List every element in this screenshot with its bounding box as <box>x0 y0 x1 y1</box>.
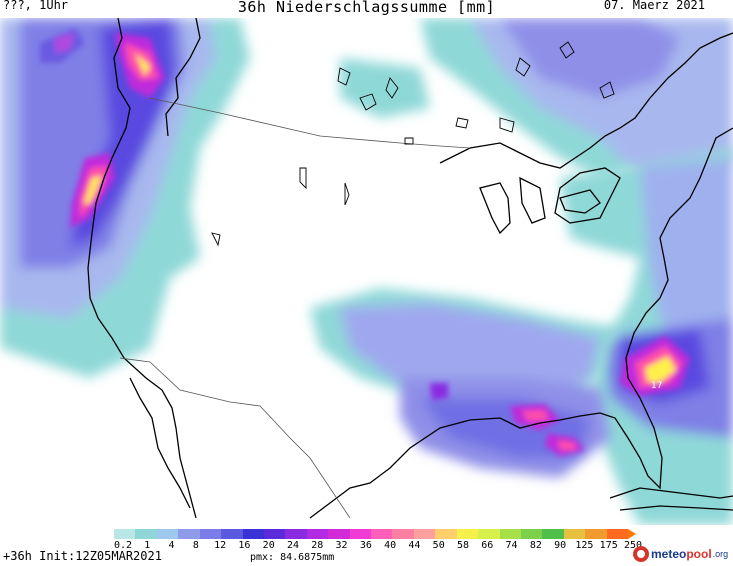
colorbar-tick-label: 8 <box>192 540 199 551</box>
colorbar-tick-label: 250 <box>623 540 643 551</box>
colorbar-segment <box>328 529 350 539</box>
colorbar-tick-label: 44 <box>408 540 421 551</box>
colorbar-segment <box>135 529 157 539</box>
colorbar-segment <box>456 529 479 539</box>
colorbar-tick-label: 36 <box>359 540 372 551</box>
colorbar-segment <box>114 529 136 539</box>
max-value-label: 17 <box>651 381 662 391</box>
colorbar-segment <box>521 529 543 539</box>
colorbar-tick-label: 58 <box>456 540 470 551</box>
colorbar-segment <box>306 529 329 539</box>
colorbar-tick-label: 125 <box>575 540 594 551</box>
colorbar-segment <box>542 529 564 539</box>
colorbar-segment <box>392 529 414 539</box>
brand-pool: pool <box>686 547 712 561</box>
colorbar-segment <box>371 529 393 539</box>
colorbar-tick-label: 4 <box>168 540 175 551</box>
colorbar-tick-label: 40 <box>384 540 397 551</box>
colorbar-segment <box>478 529 500 539</box>
run-info: +36h Init:12Z05MAR2021 <box>3 549 162 563</box>
brand-meteo: meteo <box>651 547 687 561</box>
colorbar-tick-label: 16 <box>238 540 251 551</box>
colorbar-segment <box>221 529 243 539</box>
colorbar-segment <box>435 529 457 539</box>
precip-east-core <box>620 336 690 396</box>
brand-tld: .org <box>712 549 729 559</box>
precip-gulf-field <box>310 288 620 478</box>
political-borders <box>119 97 471 519</box>
colorbar-tick-label: 12 <box>214 540 227 551</box>
colorbar <box>114 529 629 539</box>
colorbar-arrow <box>628 529 636 539</box>
precipitation-map: 17 <box>0 18 733 525</box>
colorbar-segment <box>263 529 286 539</box>
colorbar-tick-label: 24 <box>286 540 300 551</box>
meteopool-logo-icon <box>633 546 649 562</box>
colorbar-ticks: 0.2 1 4 8 12 16 20 24 28 32 36 40 44 50 58 66 74 82 90 125 1… <box>105 540 645 552</box>
colorbar-segment <box>349 529 372 539</box>
pmx-label: pmx: 84.6875mm <box>250 552 335 563</box>
colorbar-tick-label: 32 <box>335 540 348 551</box>
map-title: 36h Niederschlagssumme [mm] <box>237 0 496 16</box>
colorbar-tick-label: 50 <box>432 540 445 551</box>
colorbar-segment <box>585 529 607 539</box>
colorbar-segment <box>156 529 179 539</box>
precip-east-field <box>560 148 733 525</box>
colorbar-segment <box>199 529 222 539</box>
colorbar-tick-label: 20 <box>262 540 275 551</box>
colorbar-segment <box>606 529 629 539</box>
colorbar-segment <box>563 529 586 539</box>
colorbar-segment <box>285 529 307 539</box>
precip-west-core <box>40 28 165 228</box>
colorbar-segment <box>178 529 200 539</box>
colorbar-tick-label: 28 <box>311 540 324 551</box>
valid-date-label: 07. Maerz 2021 <box>603 0 705 12</box>
colorbar-segment <box>242 529 264 539</box>
brand-link[interactable]: meteopool .org <box>633 544 733 564</box>
colorbar-tick-label: 175 <box>599 540 618 551</box>
colorbar-segment <box>499 529 522 539</box>
location-time-label: ???, 1Uhr <box>3 0 69 12</box>
brand-text: meteopool <box>651 547 712 561</box>
lakes <box>211 41 615 247</box>
coastlines <box>87 18 733 519</box>
colorbar-tick-label: 90 <box>554 540 567 551</box>
colorbar-tick-label: 82 <box>529 540 542 551</box>
colorbar-tick-label: 0.2 <box>113 540 133 551</box>
colorbar-segment <box>413 529 436 539</box>
colorbar-tick-label: 1 <box>144 540 151 551</box>
colorbar-tick-label: 66 <box>481 540 494 551</box>
precip-gulf-core <box>430 383 585 456</box>
colorbar-tick-label: 74 <box>505 540 518 551</box>
